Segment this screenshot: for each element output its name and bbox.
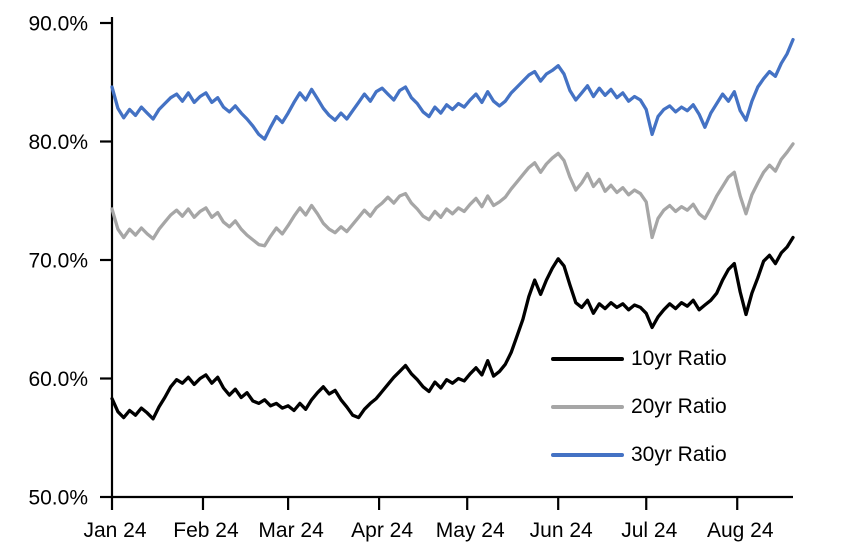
legend-label: 10yr Ratio [631, 346, 727, 370]
x-tick-label: Feb 24 [173, 519, 239, 542]
y-tick-label: 50.0% [28, 487, 88, 510]
x-tick-label: Jul 24 [621, 519, 677, 542]
legend-item-30yr-ratio: 30yr Ratio [551, 443, 727, 466]
y-tick-label: 70.0% [28, 250, 88, 273]
series-line-30yr-ratio [110, 37, 795, 141]
legend-line-swatch-10yr [551, 356, 624, 361]
legend-line-swatch-20yr [551, 404, 624, 409]
x-tick-label: Mar 24 [258, 519, 324, 542]
x-tick-label: Aug 24 [707, 519, 774, 542]
x-tick-label: Jan 24 [83, 519, 146, 542]
x-tick-label: Jun 24 [530, 519, 593, 542]
x-tick-label: Apr 24 [351, 519, 413, 542]
y-tick-label: 90.0% [28, 13, 88, 36]
legend-label: 30yr Ratio [631, 442, 727, 466]
series-line-20yr-ratio [110, 142, 795, 248]
legend-label: 20yr Ratio [631, 394, 727, 418]
legend-line-swatch-30yr [551, 452, 624, 457]
legend-item-20yr-ratio: 20yr Ratio [551, 395, 727, 418]
y-tick-label: 60.0% [28, 368, 88, 391]
chart-legend: 10yr Ratio 20yr Ratio 30yr Ratio [551, 347, 727, 466]
y-tick-label: 80.0% [28, 131, 88, 154]
series-line-10yr-ratio [110, 235, 795, 421]
legend-item-10yr-ratio: 10yr Ratio [551, 347, 727, 370]
x-tick-label: May 24 [436, 519, 505, 542]
